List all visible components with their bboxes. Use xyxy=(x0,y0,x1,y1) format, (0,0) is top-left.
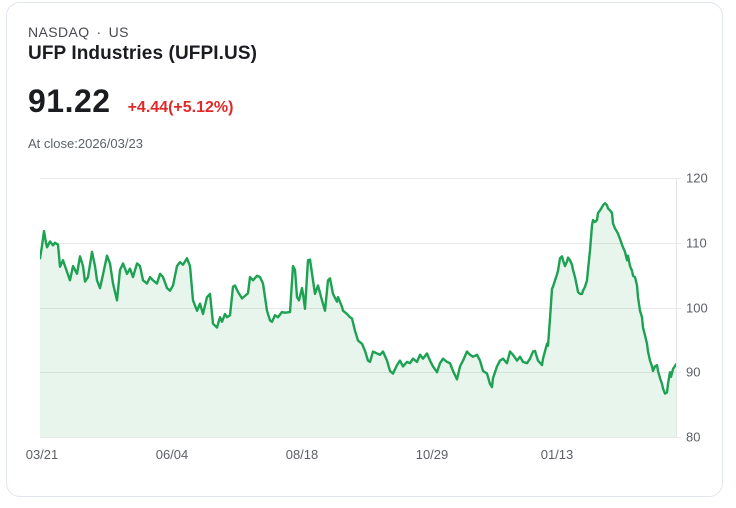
y-tick-label: 80 xyxy=(686,429,701,445)
price-chart[interactable] xyxy=(38,178,678,437)
gridline-120 xyxy=(40,178,681,179)
region-label: US xyxy=(108,24,129,40)
price-change: +4.44(+5.12%) xyxy=(127,99,234,116)
x-tick-label: 08/18 xyxy=(285,447,319,462)
y-tick-label: 90 xyxy=(686,364,701,380)
chart-right-axis-line xyxy=(676,178,677,437)
gridline-80 xyxy=(40,437,681,438)
exchange-label: NASDAQ xyxy=(28,24,90,40)
price-line xyxy=(38,202,678,395)
price-area-fill xyxy=(40,203,676,437)
gridline-90 xyxy=(40,372,681,373)
exchange-row: NASDAQ · US xyxy=(28,24,129,40)
gridline-110 xyxy=(40,243,681,244)
y-tick-label: 120 xyxy=(686,170,708,186)
stock-quote-card: NASDAQ · US UFP Industries (UFPI.US) 91.22… xyxy=(6,2,723,497)
x-tick-label: 01/13 xyxy=(540,447,574,462)
x-tick-label: 06/04 xyxy=(155,447,189,462)
x-tick-label: 03/21 xyxy=(25,447,59,462)
stock-title: UFP Industries (UFPI.US) xyxy=(28,43,258,64)
y-tick-label: 100 xyxy=(686,300,708,316)
as-of-timestamp: At close:2026/03/23 xyxy=(28,136,143,151)
last-price: 91.22 xyxy=(28,83,111,119)
x-tick-label: 10/29 xyxy=(415,447,449,462)
dot-separator: · xyxy=(96,24,102,40)
gridline-100 xyxy=(40,308,681,309)
y-tick-label: 110 xyxy=(686,235,707,251)
price-row: 91.22 +4.44(+5.12%) xyxy=(28,83,233,120)
price-line-svg xyxy=(38,202,678,437)
